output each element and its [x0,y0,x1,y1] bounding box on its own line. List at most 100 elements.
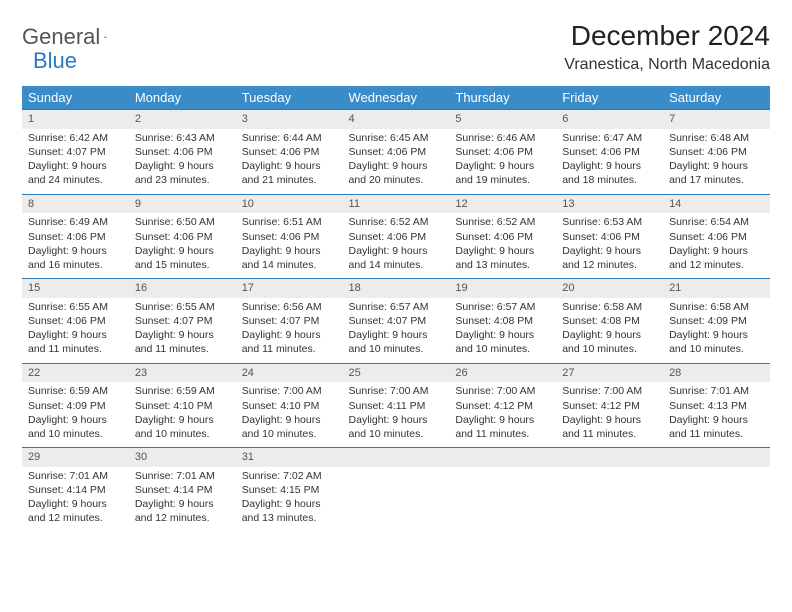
daylight-text: Daylight: 9 hours and 15 minutes. [135,244,230,272]
weekday-monday: Monday [129,86,236,110]
sunrise-text: Sunrise: 6:44 AM [242,131,337,145]
day-info: Sunrise: 6:42 AMSunset: 4:07 PMDaylight:… [22,129,129,194]
daylight-text: Daylight: 9 hours and 18 minutes. [562,159,657,187]
daynum-row: 22232425262728 [22,363,770,382]
weekday-saturday: Saturday [663,86,770,110]
day-number: 17 [236,279,343,298]
sunrise-text: Sunrise: 6:56 AM [242,300,337,314]
sunset-text: Sunset: 4:15 PM [242,483,337,497]
daylight-text: Daylight: 9 hours and 11 minutes. [455,413,550,441]
title-block: December 2024 Vranestica, North Macedoni… [564,20,770,74]
day-info: Sunrise: 6:55 AMSunset: 4:07 PMDaylight:… [129,298,236,363]
weekday-friday: Friday [556,86,663,110]
daylight-text: Daylight: 9 hours and 21 minutes. [242,159,337,187]
day-info: Sunrise: 7:02 AMSunset: 4:15 PMDaylight:… [236,467,343,532]
info-row: Sunrise: 7:01 AMSunset: 4:14 PMDaylight:… [22,467,770,532]
sunrise-text: Sunrise: 6:53 AM [562,215,657,229]
daylight-text: Daylight: 9 hours and 11 minutes. [28,328,123,356]
sunset-text: Sunset: 4:12 PM [455,399,550,413]
sunset-text: Sunset: 4:10 PM [135,399,230,413]
day-number: 6 [556,110,663,129]
sunrise-text: Sunrise: 6:42 AM [28,131,123,145]
day-number: 8 [22,194,129,213]
sunset-text: Sunset: 4:06 PM [28,314,123,328]
day-number: 1 [22,110,129,129]
sunset-text: Sunset: 4:06 PM [242,145,337,159]
sunset-text: Sunset: 4:06 PM [349,145,444,159]
day-info: Sunrise: 6:47 AMSunset: 4:06 PMDaylight:… [556,129,663,194]
weekday-tuesday: Tuesday [236,86,343,110]
day-info: Sunrise: 6:58 AMSunset: 4:08 PMDaylight:… [556,298,663,363]
sunrise-text: Sunrise: 6:45 AM [349,131,444,145]
daylight-text: Daylight: 9 hours and 24 minutes. [28,159,123,187]
sunset-text: Sunset: 4:06 PM [28,230,123,244]
day-number: 21 [663,279,770,298]
daylight-text: Daylight: 9 hours and 23 minutes. [135,159,230,187]
sunset-text: Sunset: 4:06 PM [455,230,550,244]
daylight-text: Daylight: 9 hours and 11 minutes. [562,413,657,441]
sunrise-text: Sunrise: 6:58 AM [669,300,764,314]
daylight-text: Daylight: 9 hours and 14 minutes. [242,244,337,272]
daylight-text: Daylight: 9 hours and 11 minutes. [669,413,764,441]
day-number: 18 [343,279,450,298]
daylight-text: Daylight: 9 hours and 12 minutes. [562,244,657,272]
sunrise-text: Sunrise: 6:52 AM [349,215,444,229]
day-info: Sunrise: 7:01 AMSunset: 4:14 PMDaylight:… [129,467,236,532]
day-number: 15 [22,279,129,298]
sunset-text: Sunset: 4:06 PM [455,145,550,159]
day-info: Sunrise: 6:53 AMSunset: 4:06 PMDaylight:… [556,213,663,278]
day-info: Sunrise: 6:57 AMSunset: 4:08 PMDaylight:… [449,298,556,363]
daylight-text: Daylight: 9 hours and 10 minutes. [349,328,444,356]
header: General December 2024 Vranestica, North … [22,20,770,74]
sunrise-text: Sunrise: 6:48 AM [669,131,764,145]
daylight-text: Daylight: 9 hours and 12 minutes. [669,244,764,272]
daylight-text: Daylight: 9 hours and 12 minutes. [28,497,123,525]
sunrise-text: Sunrise: 7:01 AM [28,469,123,483]
sunrise-text: Sunrise: 7:00 AM [455,384,550,398]
logo-sub: Blue [33,48,77,74]
daylight-text: Daylight: 9 hours and 10 minutes. [562,328,657,356]
day-number: 4 [343,110,450,129]
day-info: Sunrise: 6:58 AMSunset: 4:09 PMDaylight:… [663,298,770,363]
day-number: 7 [663,110,770,129]
empty-cell [663,448,770,467]
sunset-text: Sunset: 4:14 PM [135,483,230,497]
day-info: Sunrise: 6:57 AMSunset: 4:07 PMDaylight:… [343,298,450,363]
day-number: 28 [663,363,770,382]
daylight-text: Daylight: 9 hours and 10 minutes. [669,328,764,356]
sunset-text: Sunset: 4:06 PM [669,230,764,244]
sunset-text: Sunset: 4:12 PM [562,399,657,413]
day-number: 13 [556,194,663,213]
day-number: 22 [22,363,129,382]
sunset-text: Sunset: 4:06 PM [562,145,657,159]
daynum-row: 1234567 [22,110,770,129]
day-number: 29 [22,448,129,467]
daynum-row: 293031 [22,448,770,467]
info-row: Sunrise: 6:59 AMSunset: 4:09 PMDaylight:… [22,382,770,447]
day-number: 26 [449,363,556,382]
sunrise-text: Sunrise: 6:46 AM [455,131,550,145]
sunrise-text: Sunrise: 7:00 AM [242,384,337,398]
sunrise-text: Sunrise: 7:01 AM [669,384,764,398]
sunrise-text: Sunrise: 6:52 AM [455,215,550,229]
sunset-text: Sunset: 4:11 PM [349,399,444,413]
sunrise-text: Sunrise: 6:43 AM [135,131,230,145]
calendar-table: Sunday Monday Tuesday Wednesday Thursday… [22,86,770,532]
day-number: 24 [236,363,343,382]
day-number: 25 [343,363,450,382]
sunset-text: Sunset: 4:09 PM [669,314,764,328]
empty-cell [449,448,556,467]
daylight-text: Daylight: 9 hours and 16 minutes. [28,244,123,272]
sunrise-text: Sunrise: 6:59 AM [135,384,230,398]
sunset-text: Sunset: 4:08 PM [455,314,550,328]
day-number: 30 [129,448,236,467]
daylight-text: Daylight: 9 hours and 12 minutes. [135,497,230,525]
day-info: Sunrise: 6:43 AMSunset: 4:06 PMDaylight:… [129,129,236,194]
sunrise-text: Sunrise: 6:59 AM [28,384,123,398]
day-info: Sunrise: 6:55 AMSunset: 4:06 PMDaylight:… [22,298,129,363]
sunrise-text: Sunrise: 6:57 AM [455,300,550,314]
daylight-text: Daylight: 9 hours and 10 minutes. [28,413,123,441]
day-number: 10 [236,194,343,213]
sunset-text: Sunset: 4:06 PM [669,145,764,159]
sunrise-text: Sunrise: 6:55 AM [135,300,230,314]
